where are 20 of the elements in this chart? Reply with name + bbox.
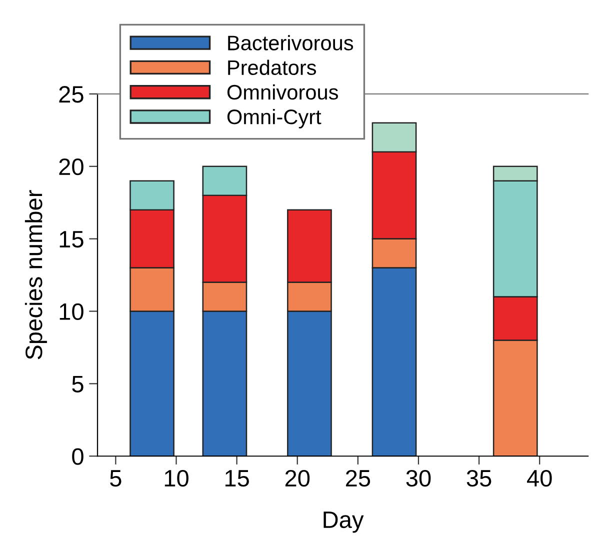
y-axis-title: Species number xyxy=(24,190,47,360)
x-tick-label: 20 xyxy=(285,470,310,487)
y-tick-label: 0 xyxy=(72,448,84,465)
x-tick-label: 10 xyxy=(164,470,188,487)
y-tick-label: 25 xyxy=(59,86,84,103)
y-tick-label: 20 xyxy=(59,158,84,176)
x-tick-label: 35 xyxy=(466,470,492,487)
legend-label: Omni-Cyrt xyxy=(227,108,322,128)
x-tick-label: 25 xyxy=(346,470,370,487)
legend-label: Predators xyxy=(228,60,316,76)
legend-label: Omnivorous xyxy=(227,84,338,100)
legend-label: Bacterivorous xyxy=(228,35,354,50)
y-tick-label: 10 xyxy=(60,303,84,320)
y-tick-label: 15 xyxy=(60,231,84,248)
y-tick-label: 5 xyxy=(72,376,84,392)
x-tick-label: 5 xyxy=(110,470,122,487)
x-tick-label: 30 xyxy=(406,470,431,487)
x-axis-title: Day xyxy=(324,512,364,533)
x-tick-label: 40 xyxy=(527,470,552,487)
x-tick-label: 15 xyxy=(225,470,249,487)
